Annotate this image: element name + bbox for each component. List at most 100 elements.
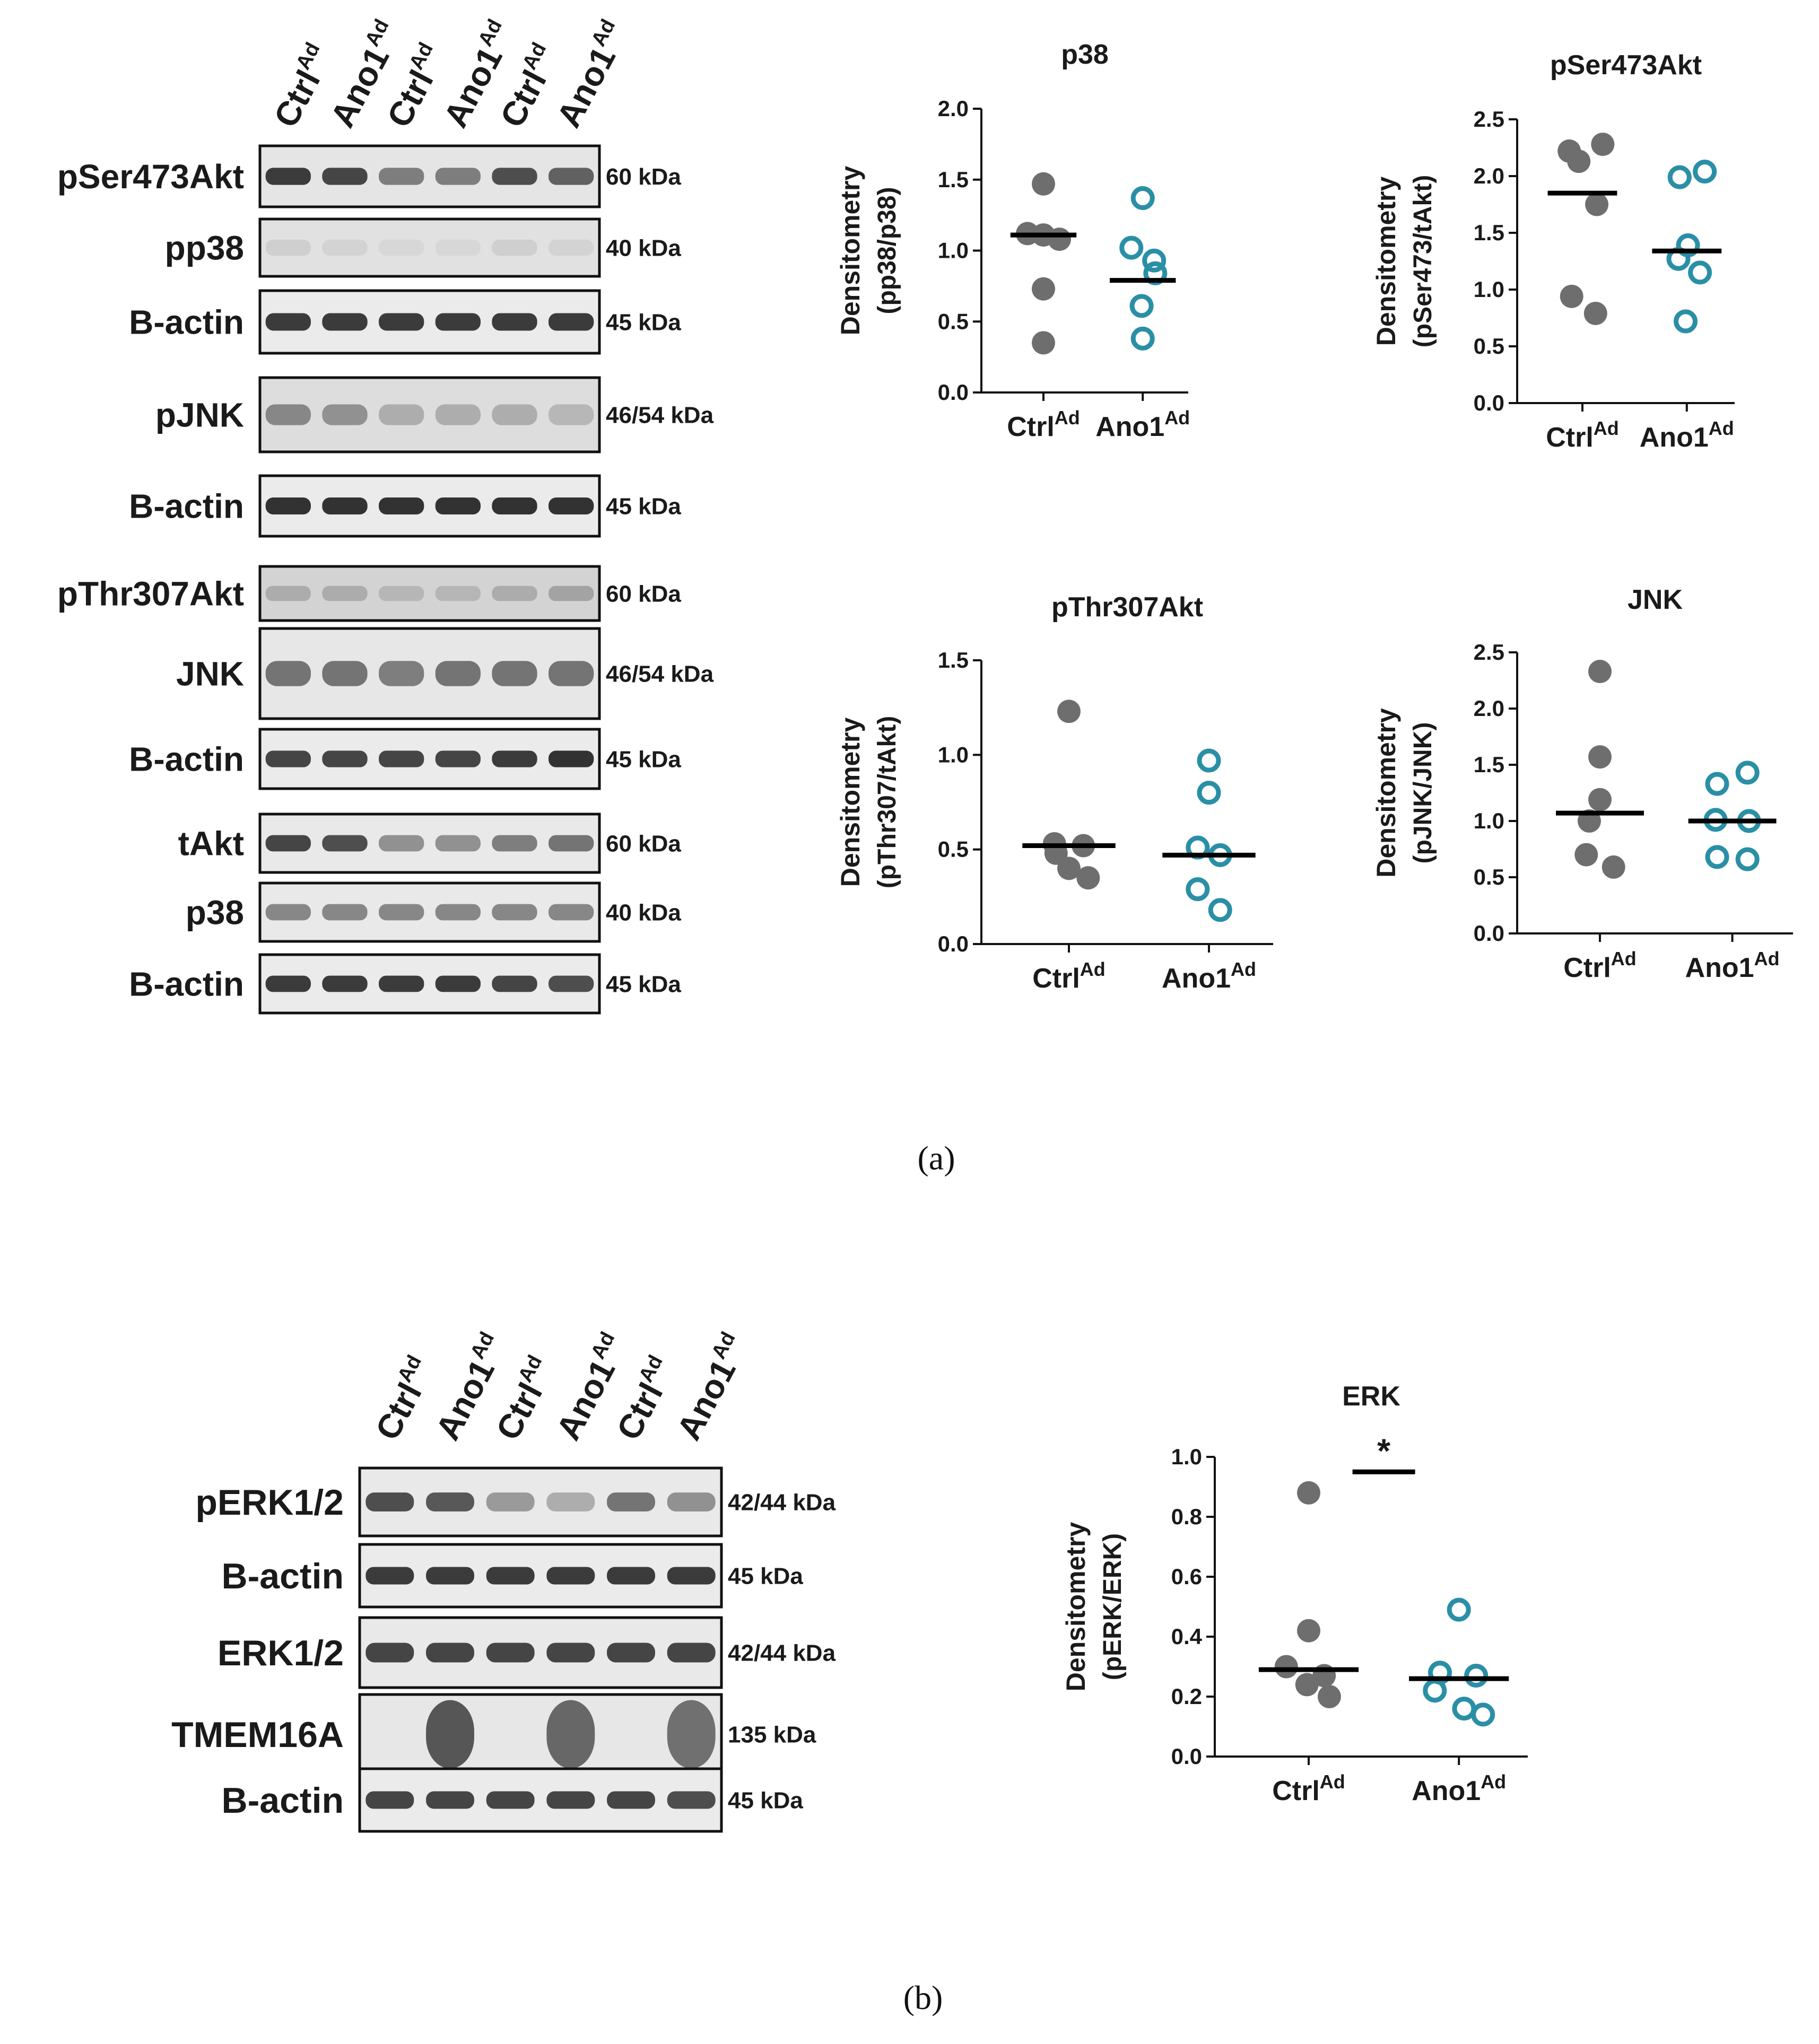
- blot-row: B-actin 45 kDa: [222, 1767, 803, 1833]
- blot-band: [265, 661, 311, 686]
- y-tick-label: 0.2: [1171, 1684, 1202, 1709]
- y-axis-label: Densitometry: [835, 718, 865, 887]
- lane-label-text: CtrlAd: [365, 1351, 442, 1446]
- blot-row-label: JNK: [176, 654, 244, 693]
- y-tick-label: 2.0: [1474, 696, 1504, 721]
- data-point-ano1: [1688, 260, 1712, 285]
- blot-band: [549, 313, 594, 331]
- blot-band: [492, 750, 537, 767]
- blot-strip: [258, 565, 601, 622]
- blot-band: [549, 750, 594, 767]
- lane-label: Ano1Ad: [667, 1328, 756, 1446]
- blot-band: [435, 835, 481, 852]
- data-point-ano1: [1705, 772, 1729, 796]
- blot-band: [546, 1643, 595, 1663]
- data-point-ano1: [1471, 1702, 1495, 1727]
- panel-a-label: (a): [917, 1139, 955, 1177]
- lane-label-sup: Ad: [361, 15, 394, 50]
- blot-row: pp38 40 kDa: [165, 217, 681, 278]
- y-axis-label-secondary: (pERK/ERK): [1099, 1533, 1127, 1680]
- x-tick-label: CtrlAd: [1007, 407, 1080, 442]
- blot-band: [265, 168, 311, 185]
- x-tick-label-sup: Ad: [1594, 417, 1619, 439]
- data-point-ano1: [1208, 898, 1232, 922]
- blot-band: [435, 404, 481, 425]
- blot-band: [486, 1643, 535, 1663]
- blot-strip: [258, 953, 601, 1015]
- y-axis-label-secondary: (pp38/p38): [873, 187, 901, 314]
- data-point-ctrl: [1560, 284, 1583, 308]
- y-tick-label: 1.5: [938, 167, 969, 192]
- y-tick-label: 1.5: [1474, 752, 1504, 777]
- blot-band: [546, 1567, 595, 1585]
- blot-band: [607, 1791, 655, 1809]
- blot-band: [486, 1492, 535, 1512]
- blot-row: B-actin 45 kDa: [129, 953, 681, 1015]
- y-tick-label: 2.5: [1474, 107, 1504, 132]
- data-point-ctrl: [1032, 277, 1055, 301]
- y-tick-label: 2.5: [1474, 640, 1504, 665]
- lane-label-sup: Ad: [518, 39, 551, 73]
- x-tick-label: Ano1Ad: [1640, 417, 1734, 453]
- y-tick-label: 0.6: [1171, 1564, 1202, 1589]
- chart-title: p38: [1061, 39, 1109, 70]
- western-blot-panel-a: CtrlAdAno1AdCtrlAdAno1AdCtrlAdAno1AdpSer…: [57, 15, 714, 1015]
- blot-band: [435, 904, 481, 921]
- blot-band: [546, 1791, 595, 1809]
- data-point-ctrl: [1032, 172, 1055, 196]
- y-tick-label: 0.0: [1171, 1744, 1202, 1769]
- blot-strip: [258, 144, 601, 208]
- blot-strip: [358, 1693, 723, 1776]
- blot-kda-label: 45 kDa: [606, 746, 681, 772]
- blot-row: pThr307Akt 60 kDa: [57, 565, 681, 622]
- blot-band: [265, 497, 311, 514]
- lane-label-text: Ano1Ad: [547, 15, 636, 134]
- blot-band: [265, 750, 311, 767]
- blot-row-label: pJNK: [155, 396, 244, 434]
- blot-strip: [258, 474, 601, 538]
- blot-band: [492, 168, 537, 185]
- blot-kda-label: 45 kDa: [606, 971, 681, 997]
- y-axis-label-secondary: (pJNK/JNK): [1409, 722, 1437, 864]
- blot-band: [379, 835, 424, 852]
- significance-star: *: [1377, 1431, 1390, 1470]
- blot-band: [265, 239, 311, 256]
- y-tick-label: 0.5: [1474, 334, 1504, 359]
- y-tick-label: 0.0: [1474, 390, 1504, 415]
- scatter-chart-pser473akt: pSer473Akt 0.0 0.5 1.0 1.5 2.0 2.5 Densitometry…: [1371, 50, 1735, 453]
- blot-band: [322, 313, 368, 331]
- blot-band: [492, 313, 537, 331]
- blot-band: [435, 661, 481, 686]
- panel-b-label: (b): [903, 1979, 943, 2016]
- blot-band: [379, 497, 424, 514]
- blot-band: [607, 1567, 655, 1585]
- y-tick-label: 1.5: [938, 648, 969, 672]
- blot-band: [549, 497, 594, 514]
- x-tick-label-sup: Ad: [1709, 417, 1734, 439]
- lane-label-text: CtrlAd: [607, 1351, 683, 1446]
- blot-band: [365, 1567, 414, 1585]
- blot-band: [365, 1791, 414, 1809]
- blot-row: B-actin 45 kDa: [222, 1543, 803, 1609]
- blot-kda-label: 60 kDa: [606, 831, 681, 857]
- y-tick-label: 0.8: [1171, 1504, 1202, 1529]
- blot-band: [492, 239, 537, 256]
- blot-band: [322, 750, 368, 767]
- blot-band: [486, 1567, 535, 1585]
- blot-band: [492, 497, 537, 514]
- blot-band: [435, 497, 481, 514]
- blot-band: [426, 1791, 474, 1809]
- lane-label: CtrlAd: [365, 1351, 442, 1446]
- y-tick-label: 0.5: [938, 309, 969, 334]
- blot-band: [426, 1492, 474, 1512]
- lane-label-sup: Ad: [474, 15, 507, 50]
- blot-band: [492, 586, 537, 601]
- data-point-ano1: [1735, 847, 1760, 871]
- blot-band: [322, 497, 368, 514]
- data-point-ano1: [1735, 761, 1760, 785]
- blot-row: pSer473Akt 60 kDa: [57, 144, 681, 208]
- blot-kda-label: 45 kDa: [728, 1563, 803, 1589]
- blot-row-label: pERK1/2: [195, 1482, 344, 1523]
